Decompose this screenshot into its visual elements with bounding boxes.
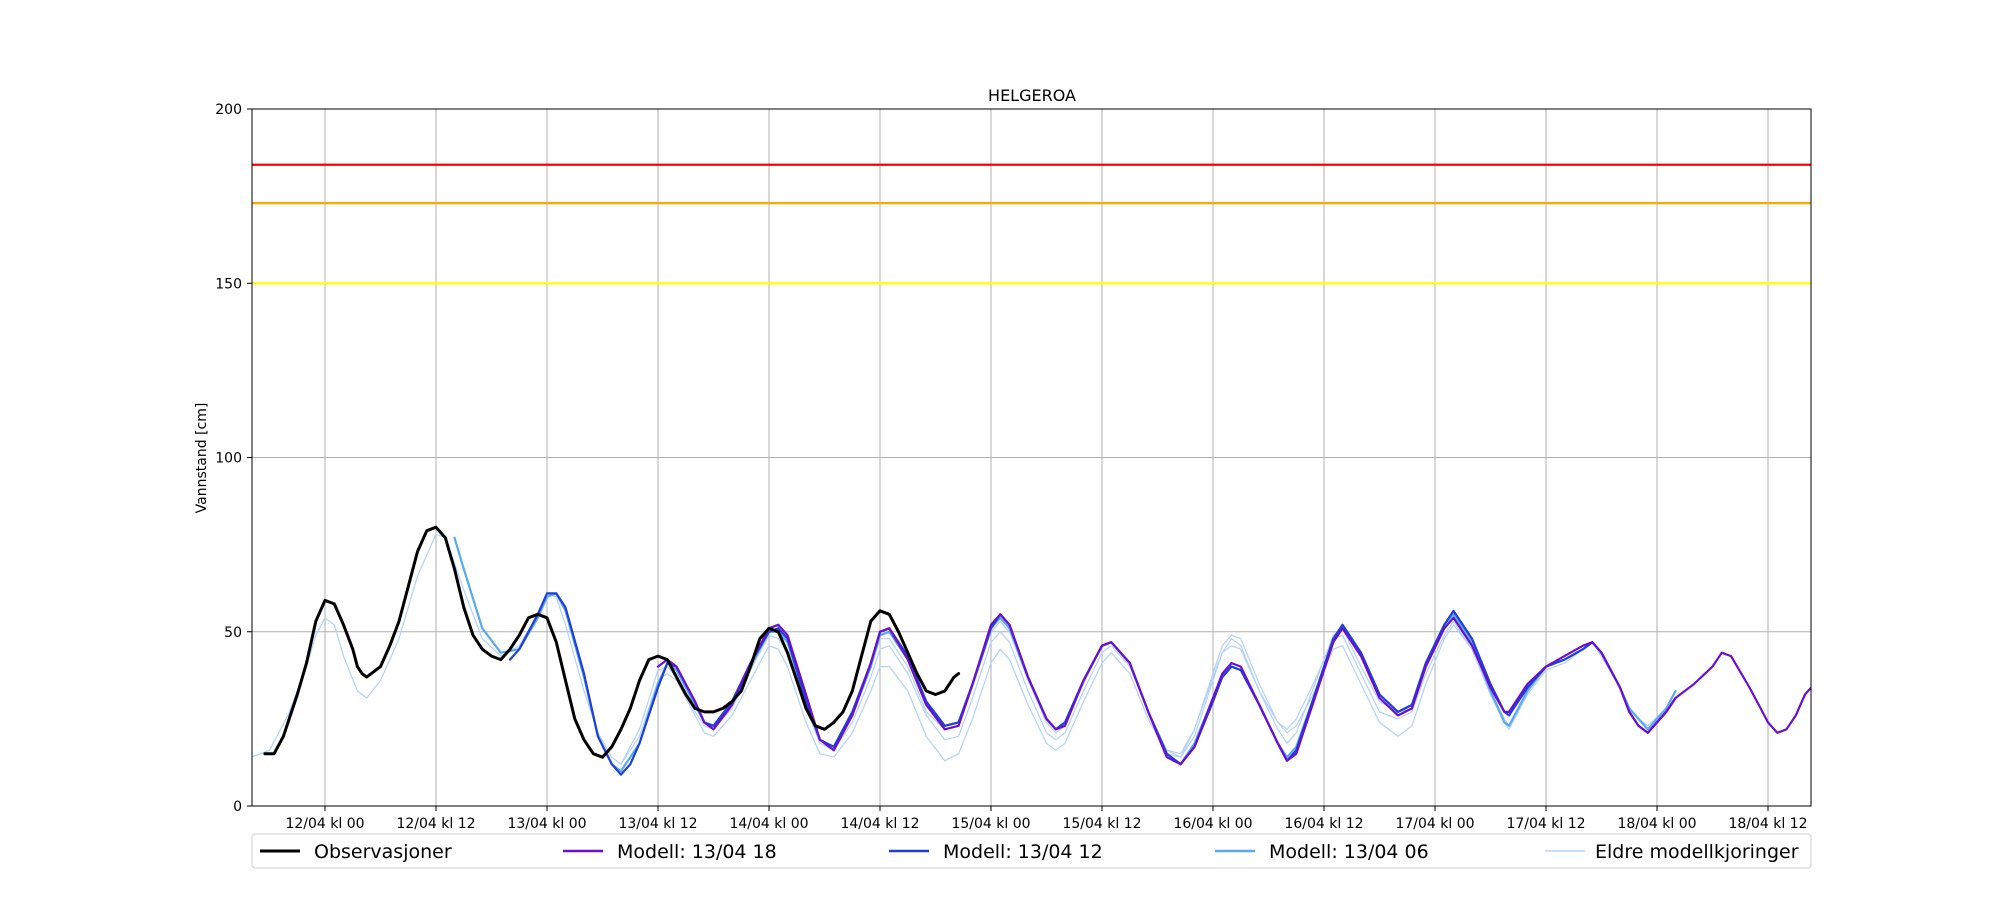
series-line-eldre-modellkjoringer (252, 533, 1677, 765)
x-tick-label: 13/04 kl 00 (507, 816, 586, 832)
x-tick-label: 18/04 kl 12 (1728, 816, 1807, 832)
legend-label: Eldre modellkjoringer (1595, 841, 1799, 863)
x-tick-label: 16/04 kl 12 (1284, 816, 1363, 832)
x-tick-label: 17/04 kl 00 (1395, 816, 1474, 832)
threshold-lines (252, 163, 1811, 285)
x-tick-label: 13/04 kl 12 (618, 816, 697, 832)
x-tick-label: 16/04 kl 00 (1173, 816, 1252, 832)
y-tick-label: 50 (224, 625, 242, 641)
y-tick-label: 150 (215, 276, 242, 292)
series-layer (252, 525, 1811, 776)
x-tick-label: 15/04 kl 00 (951, 816, 1030, 832)
series-line-observasjoner (263, 525, 961, 759)
y-tick-label: 100 (215, 451, 242, 467)
x-tick-label: 14/04 kl 00 (729, 816, 808, 832)
grid (252, 109, 1811, 806)
chart-title: HELGEROA (988, 86, 1076, 105)
x-tick-label: 12/04 kl 12 (396, 816, 475, 832)
legend-label: Modell: 13/04 12 (943, 841, 1103, 863)
x-tick-label: 12/04 kl 00 (285, 816, 364, 832)
series-line-modell-13-04-18 (656, 613, 1811, 766)
series-line-modell-13-04-06 (453, 536, 1677, 773)
x-tick-label: 14/04 kl 12 (840, 816, 919, 832)
x-tick-label: 18/04 kl 00 (1617, 816, 1696, 832)
x-axis: 12/04 kl 00 12/04 kl 12 13/04 kl 00 13/04 k… (285, 806, 1808, 832)
legend-frame (251, 833, 1812, 869)
legend-label: Observasjoner (314, 841, 452, 863)
y-axis: 0 50 100 150 200 (215, 102, 252, 815)
y-tick-label: 200 (215, 102, 242, 118)
legend: Observasjoner Modell: 13/04 18 Modell: 13/… (251, 833, 1812, 869)
y-axis-label: Vannstand [cm] (194, 403, 210, 514)
legend-label: Modell: 13/04 18 (617, 841, 777, 863)
series-line-eldre-modellkjoringer (620, 620, 1677, 765)
y-tick-label: 0 (233, 799, 242, 815)
legend-label: Modell: 13/04 06 (1269, 841, 1429, 863)
x-tick-label: 17/04 kl 12 (1506, 816, 1585, 832)
x-tick-label: 15/04 kl 12 (1062, 816, 1141, 832)
